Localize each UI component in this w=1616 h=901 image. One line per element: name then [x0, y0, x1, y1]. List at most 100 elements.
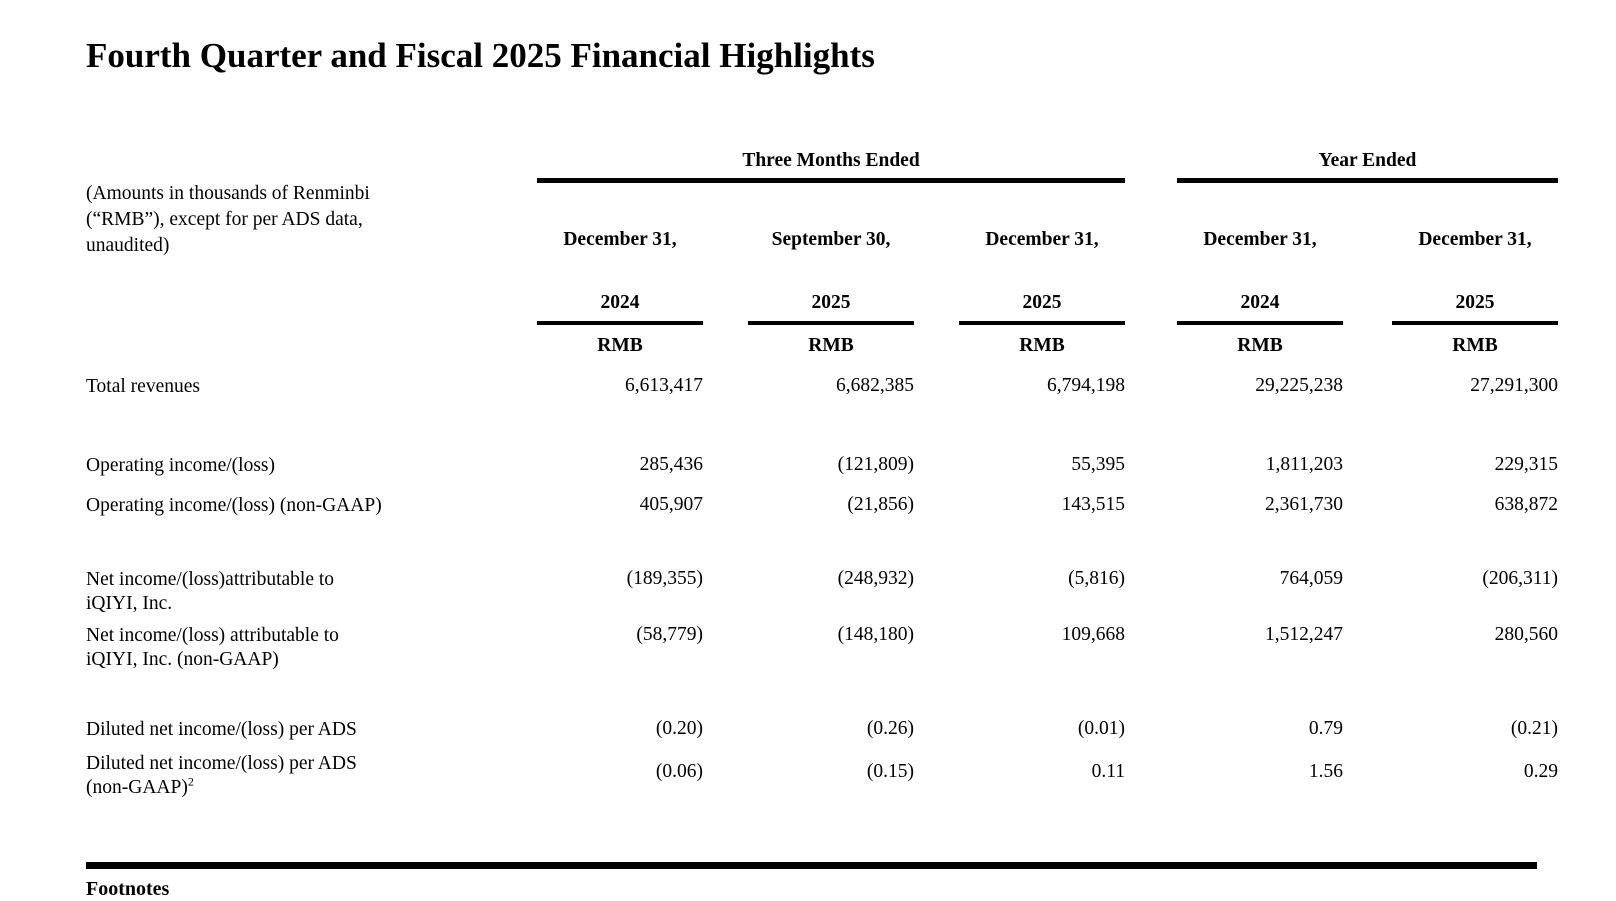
column-header-date: December 31, [563, 229, 677, 250]
column-gap [1125, 560, 1177, 616]
footnote-superscript: 2 [187, 774, 194, 789]
column-header-year: 2024 [537, 271, 703, 325]
column-gap [703, 181, 748, 272]
table-row: Net income/(loss) attributable to iQIYI, … [86, 616, 1558, 672]
footnotes-heading: Footnotes [86, 878, 170, 900]
value-cell: 0.79 [1308, 718, 1343, 739]
value-cell: 638,872 [1494, 494, 1559, 515]
table-row: Diluted net income/(loss) per ADS (0.20) (… [86, 710, 1558, 744]
value-cell: 55,395 [1071, 454, 1125, 475]
column-header-currency: RMB [1019, 335, 1065, 356]
date-header-row: (Amounts in thousands of Renminbi (“RMB”… [86, 181, 1558, 272]
column-header-currency: RMB [808, 335, 854, 356]
column-gap [914, 181, 959, 272]
col-group-three-months-ended: Three Months Ended [537, 134, 1125, 183]
column-gap [1125, 134, 1177, 181]
column-gap [914, 271, 959, 323]
value-cell: 1.56 [1308, 761, 1343, 782]
column-gap [703, 323, 748, 367]
value-cell: 27,291,300 [1470, 375, 1559, 396]
value-cell: (0.06) [655, 761, 703, 782]
value-cell: 143,515 [1061, 494, 1125, 515]
value-cell: 1,512,247 [1265, 624, 1343, 645]
value-cell: (148,180) [837, 624, 914, 645]
column-gap [1125, 271, 1177, 323]
value-cell: 6,794,198 [1047, 375, 1125, 396]
row-label: Diluted net income/(loss) per ADS (non-GA… [86, 753, 357, 798]
column-gap [914, 323, 959, 367]
column-gap [1343, 271, 1392, 323]
value-cell: 2,361,730 [1265, 494, 1343, 515]
value-cell: (58,779) [636, 624, 703, 645]
column-gap [1343, 181, 1392, 272]
value-cell: 285,436 [639, 454, 703, 475]
column-header-date: December 31, [985, 229, 1099, 250]
value-cell: (21,856) [847, 494, 914, 515]
column-gap [703, 710, 748, 744]
col-group-year-ended: Year Ended [1177, 134, 1559, 183]
row-label: Operating income/(loss) (non-GAAP) [86, 495, 382, 516]
spacer-cell [86, 422, 1558, 446]
column-gap [1125, 486, 1177, 532]
table-row: Diluted net income/(loss) per ADS (non-GA… [86, 744, 1558, 800]
table-row: Operating income/(loss) (non-GAAP) 405,90… [86, 486, 1558, 532]
column-gap [914, 616, 959, 672]
column-gap [914, 486, 959, 532]
spacer-row [86, 532, 1558, 560]
column-gap [703, 744, 748, 800]
column-gap [1125, 616, 1177, 672]
column-gap [703, 271, 748, 323]
value-cell: (0.21) [1510, 718, 1559, 739]
section-divider-rule [86, 862, 1537, 869]
column-header-year: 2025 [748, 271, 914, 325]
table-row: Operating income/(loss) 285,436 (121,809) 5… [86, 446, 1558, 486]
table-row: Total revenues 6,613,417 6,682,385 6,794,19… [86, 367, 1558, 422]
column-gap [1343, 367, 1392, 422]
column-gap [703, 446, 748, 486]
value-cell: (189,355) [626, 568, 703, 589]
value-cell: 29,225,238 [1255, 375, 1343, 396]
label-column-blank [86, 323, 537, 367]
amounts-note: (Amounts in thousands of Renminbi (“RMB”… [86, 181, 537, 324]
column-gap [914, 710, 959, 744]
value-cell: (206,311) [1482, 568, 1559, 589]
value-cell: (5,816) [1068, 568, 1125, 589]
column-gap [1343, 446, 1392, 486]
value-cell: (0.26) [866, 718, 914, 739]
value-cell: 405,907 [639, 494, 703, 515]
column-header-currency: RMB [1452, 335, 1498, 356]
column-gap [1343, 323, 1392, 367]
column-header-date: September 30, [771, 229, 891, 250]
row-label: Net income/(loss)attributable to iQIYI, I… [86, 569, 335, 614]
table-row: Net income/(loss)attributable to iQIYI, I… [86, 560, 1558, 616]
column-header-date: December 31, [1203, 229, 1317, 250]
value-cell: 229,315 [1494, 454, 1559, 475]
value-cell: (248,932) [837, 568, 914, 589]
column-gap [1125, 367, 1177, 422]
value-cell: 6,613,417 [625, 375, 703, 396]
column-gap [1125, 710, 1177, 744]
amounts-note-text: (Amounts in thousands of Renminbi (“RMB”… [86, 182, 370, 256]
row-label: Total revenues [86, 376, 200, 397]
column-gap [1343, 616, 1392, 672]
column-header-year: 2025 [1392, 271, 1559, 325]
column-header-currency: RMB [597, 335, 643, 356]
value-cell: (0.01) [1077, 718, 1125, 739]
column-gap [1125, 181, 1177, 272]
financial-highlights-table: Three Months Ended Year Ended (Amounts i… [86, 134, 1559, 800]
column-gap [1125, 446, 1177, 486]
value-cell: (121,809) [837, 454, 914, 475]
value-cell: (0.20) [655, 718, 703, 739]
page-title: Fourth Quarter and Fiscal 2025 Financial… [86, 36, 875, 75]
column-gap [1343, 486, 1392, 532]
group-header-row: Three Months Ended Year Ended [86, 134, 1559, 183]
column-gap [1343, 710, 1392, 744]
column-gap [703, 560, 748, 616]
spacer-cell [86, 532, 1558, 560]
value-cell: 280,560 [1494, 624, 1559, 645]
column-gap [703, 486, 748, 532]
year-header-row: 2024 2025 2025 2024 2025 [86, 271, 1559, 325]
column-gap [703, 367, 748, 422]
column-gap [914, 446, 959, 486]
value-cell: 109,668 [1061, 624, 1125, 645]
